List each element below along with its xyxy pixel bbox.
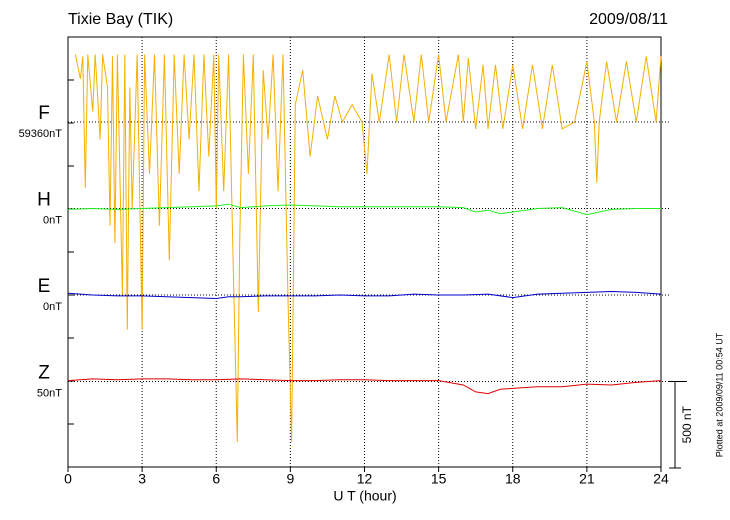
series-baseline-label: 50nT [37, 387, 62, 399]
series-name: F [38, 103, 50, 124]
chart-date: 2009/08/11 [589, 11, 668, 28]
series-line [67, 378, 662, 395]
x-tick-label: 3 [138, 471, 146, 487]
series-baseline-label: 59360nT [19, 128, 63, 140]
x-tick-label: 15 [431, 471, 447, 487]
series-name: Z [38, 363, 50, 384]
x-axis-label: U T (hour) [333, 488, 396, 504]
x-tick-label: 9 [286, 471, 294, 487]
series-line [67, 203, 661, 216]
x-tick-label: 12 [357, 471, 373, 487]
scale-bar-label: 500 nT [680, 405, 694, 443]
chart-title: Tixie Bay (TIK) [68, 11, 173, 28]
footnote: Plotted at 2009/09/11 00:54 UT [714, 332, 724, 457]
series-name: H [37, 190, 51, 211]
x-tick-label: 6 [212, 471, 220, 487]
x-tick-label: 18 [505, 471, 521, 487]
x-tick-label: 0 [64, 471, 72, 487]
series-line [67, 290, 662, 300]
series-baseline-label: 0nT [43, 301, 62, 313]
series-baseline-label: 0nT [43, 214, 62, 226]
x-tick-label: 24 [653, 471, 669, 487]
series-name: E [38, 276, 51, 297]
x-tick-label: 21 [579, 471, 595, 487]
